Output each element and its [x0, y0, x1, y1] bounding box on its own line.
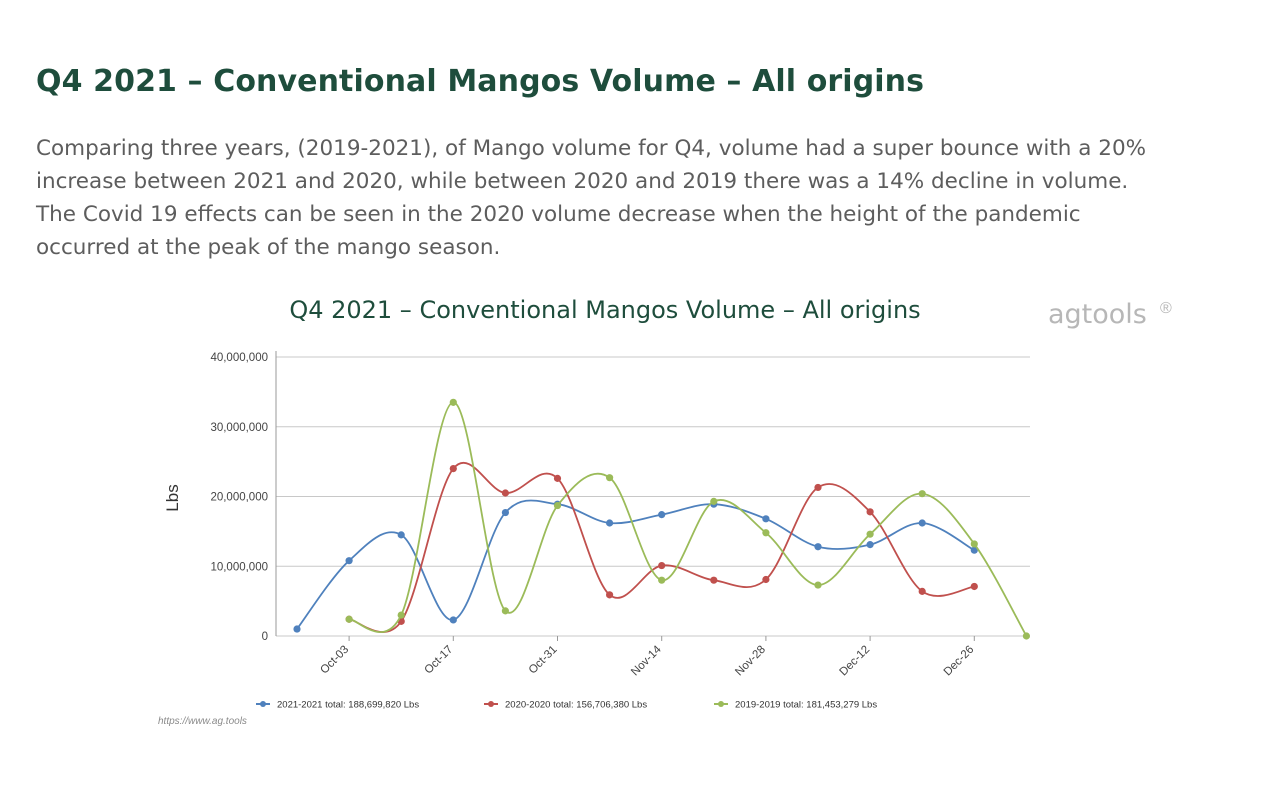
data-point [658, 511, 666, 519]
page-heading: Q4 2021 – Conventional Mangos Volume – A… [36, 64, 925, 99]
y-axis: 0 10,000,000 20,000,000 30,000,000 40,000,00… [210, 351, 277, 643]
data-point [606, 519, 614, 527]
chart-title: Q4 2021 – Conventional Mangos Volume – A… [289, 296, 920, 324]
series-line [348, 401, 1028, 637]
grid [276, 356, 1030, 637]
data-point [762, 529, 770, 537]
data-point [501, 607, 509, 615]
data-point [814, 483, 822, 492]
y-tick-label: 40,000,000 [210, 352, 268, 364]
series [293, 398, 1030, 640]
data-point [553, 474, 562, 482]
data-point [814, 543, 822, 551]
data-point [970, 540, 978, 548]
data-point [553, 501, 562, 510]
x-tick-label: Oct-31 [527, 644, 560, 677]
data-point [866, 541, 874, 549]
data-point [449, 465, 457, 473]
brand-logo: agtools [1048, 299, 1147, 330]
data-point [866, 530, 874, 538]
data-point [762, 515, 770, 523]
data-point [397, 611, 405, 619]
y-tick-label: 10,000,000 [210, 561, 268, 573]
data-point [918, 587, 926, 595]
data-point [658, 561, 666, 570]
brand-name: agtools [1048, 299, 1147, 330]
data-point [658, 576, 666, 584]
data-point [501, 489, 509, 497]
legend-label: 2019-2019 total: 181,453,279 Lbs [735, 700, 877, 711]
x-tick-label: Oct-03 [318, 644, 351, 677]
intro-paragraph: Comparing three years, (2019-2021), of M… [36, 136, 1147, 260]
x-tick-label: Oct-17 [423, 644, 456, 677]
legend: 2021-2021 total: 188,699,820 Lbs 2020-202… [256, 700, 877, 711]
y-tick-label: 20,000,000 [210, 492, 268, 504]
y-tick-label: 0 [262, 631, 268, 643]
data-point [710, 576, 718, 584]
x-tick-label: Dec-12 [838, 644, 873, 679]
source-url: https://www.ag.tools [158, 716, 247, 727]
line-chart: Q4 2021 – Conventional Mangos Volume – A… [158, 296, 1172, 727]
data-point [449, 398, 457, 406]
data-point [918, 519, 926, 527]
x-tick-label: Nov-28 [733, 644, 768, 679]
data-point [918, 490, 926, 498]
data-point [970, 582, 978, 591]
data-point [293, 625, 301, 633]
x-axis: Oct-03 Oct-17 Oct-31 Nov-14 Nov-28 Dec-12 Dec-… [318, 636, 976, 678]
data-point [762, 575, 770, 584]
legend-label: 2020-2020 total: 156,706,380 Lbs [505, 700, 647, 711]
data-point [710, 497, 718, 505]
data-point [397, 531, 405, 539]
legend-swatch-marker [488, 701, 494, 707]
data-point [345, 557, 353, 565]
x-tick-label: Nov-14 [629, 643, 664, 678]
series-group [293, 499, 978, 633]
chart-container: Q4 2021 – Conventional Mangos Volume – A… [0, 280, 1273, 740]
legend-label: 2021-2021 total: 188,699,820 Lbs [277, 700, 419, 711]
data-point [1022, 632, 1030, 640]
series-line [296, 499, 975, 630]
y-tick-label: 30,000,000 [210, 422, 268, 434]
data-point [970, 546, 978, 554]
data-point [606, 474, 614, 482]
data-point [606, 591, 614, 599]
x-tick-label: Dec-26 [942, 644, 977, 679]
brand-registered-mark: ® [1160, 300, 1172, 317]
data-point [814, 581, 822, 589]
series-line [348, 461, 975, 633]
series-group [345, 461, 978, 633]
data-point [345, 615, 353, 623]
series-group [345, 398, 1030, 640]
data-point [501, 508, 509, 517]
y-axis-label: Lbs [163, 484, 182, 511]
data-point [449, 616, 457, 624]
legend-swatch-marker [718, 701, 724, 707]
legend-swatch-marker [260, 701, 266, 707]
data-point [866, 508, 874, 516]
